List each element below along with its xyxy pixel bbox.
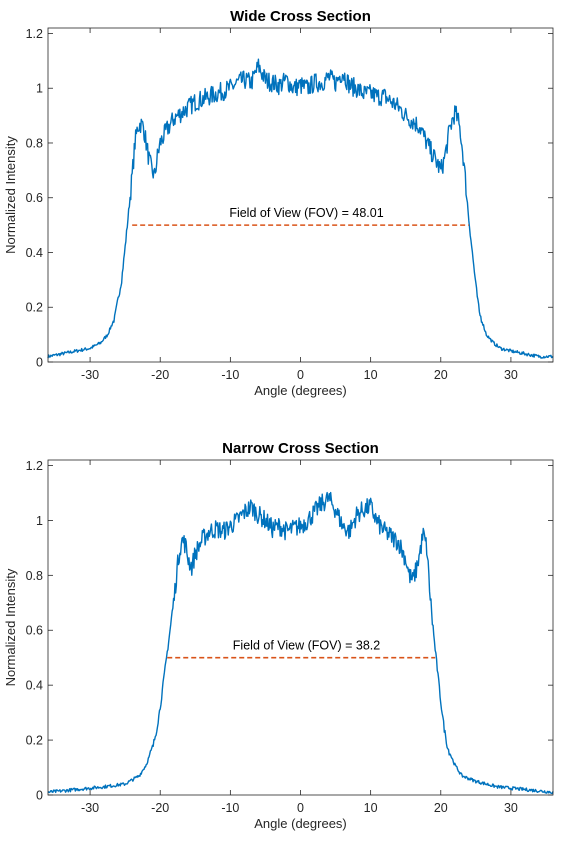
fov-annotation: Field of View (FOV) = 38.2 bbox=[233, 638, 380, 652]
x-tick-label: -20 bbox=[151, 801, 169, 815]
y-tick-label: 1.2 bbox=[26, 459, 43, 473]
y-tick-label: 0.6 bbox=[26, 191, 43, 205]
x-tick-label: 10 bbox=[364, 801, 378, 815]
y-tick-label: 1 bbox=[36, 82, 43, 96]
x-tick-label: -30 bbox=[81, 368, 99, 382]
y-tick-label: 0.4 bbox=[26, 246, 43, 260]
x-tick-label: 20 bbox=[434, 801, 448, 815]
y-tick-label: 0.8 bbox=[26, 569, 43, 583]
y-axis-label: Normalized Intensity bbox=[3, 136, 18, 254]
y-tick-label: 0.2 bbox=[26, 734, 43, 748]
fov-annotation: Field of View (FOV) = 48.01 bbox=[229, 206, 383, 220]
chart-title: Narrow Cross Section bbox=[222, 440, 379, 457]
y-tick-label: 0.4 bbox=[26, 679, 43, 693]
x-tick-label: 0 bbox=[297, 368, 304, 382]
y-tick-label: 0.8 bbox=[26, 136, 43, 150]
y-tick-label: 1.2 bbox=[26, 27, 43, 41]
x-tick-label: 30 bbox=[504, 368, 518, 382]
chart-panel-2: Narrow Cross Section Field of View (FOV) … bbox=[3, 440, 554, 831]
series-line bbox=[47, 58, 554, 359]
series-line bbox=[47, 491, 554, 795]
y-tick-label: 0 bbox=[36, 356, 43, 370]
chart-panel-1: Wide Cross Section Field of View (FOV) = … bbox=[3, 8, 554, 398]
x-tick-label: -30 bbox=[81, 801, 99, 815]
y-tick-label: 0.6 bbox=[26, 624, 43, 638]
y-axis-label: Normalized Intensity bbox=[3, 568, 18, 686]
x-tick-label: -10 bbox=[221, 801, 239, 815]
x-tick-label: 20 bbox=[434, 368, 448, 382]
plot-box bbox=[47, 459, 554, 796]
plot-box bbox=[47, 27, 554, 363]
x-axis-label: Angle (degrees) bbox=[254, 383, 347, 398]
y-tick-label: 1 bbox=[36, 514, 43, 528]
y-tick-label: 0.2 bbox=[26, 301, 43, 315]
x-tick-label: -20 bbox=[151, 368, 169, 382]
chart-title: Wide Cross Section bbox=[230, 8, 371, 25]
x-tick-label: 30 bbox=[504, 801, 518, 815]
y-tick-label: 0 bbox=[36, 789, 43, 803]
x-tick-label: 10 bbox=[364, 368, 378, 382]
x-tick-label: 0 bbox=[297, 801, 304, 815]
x-axis-label: Angle (degrees) bbox=[254, 816, 347, 831]
x-tick-label: -10 bbox=[221, 368, 239, 382]
